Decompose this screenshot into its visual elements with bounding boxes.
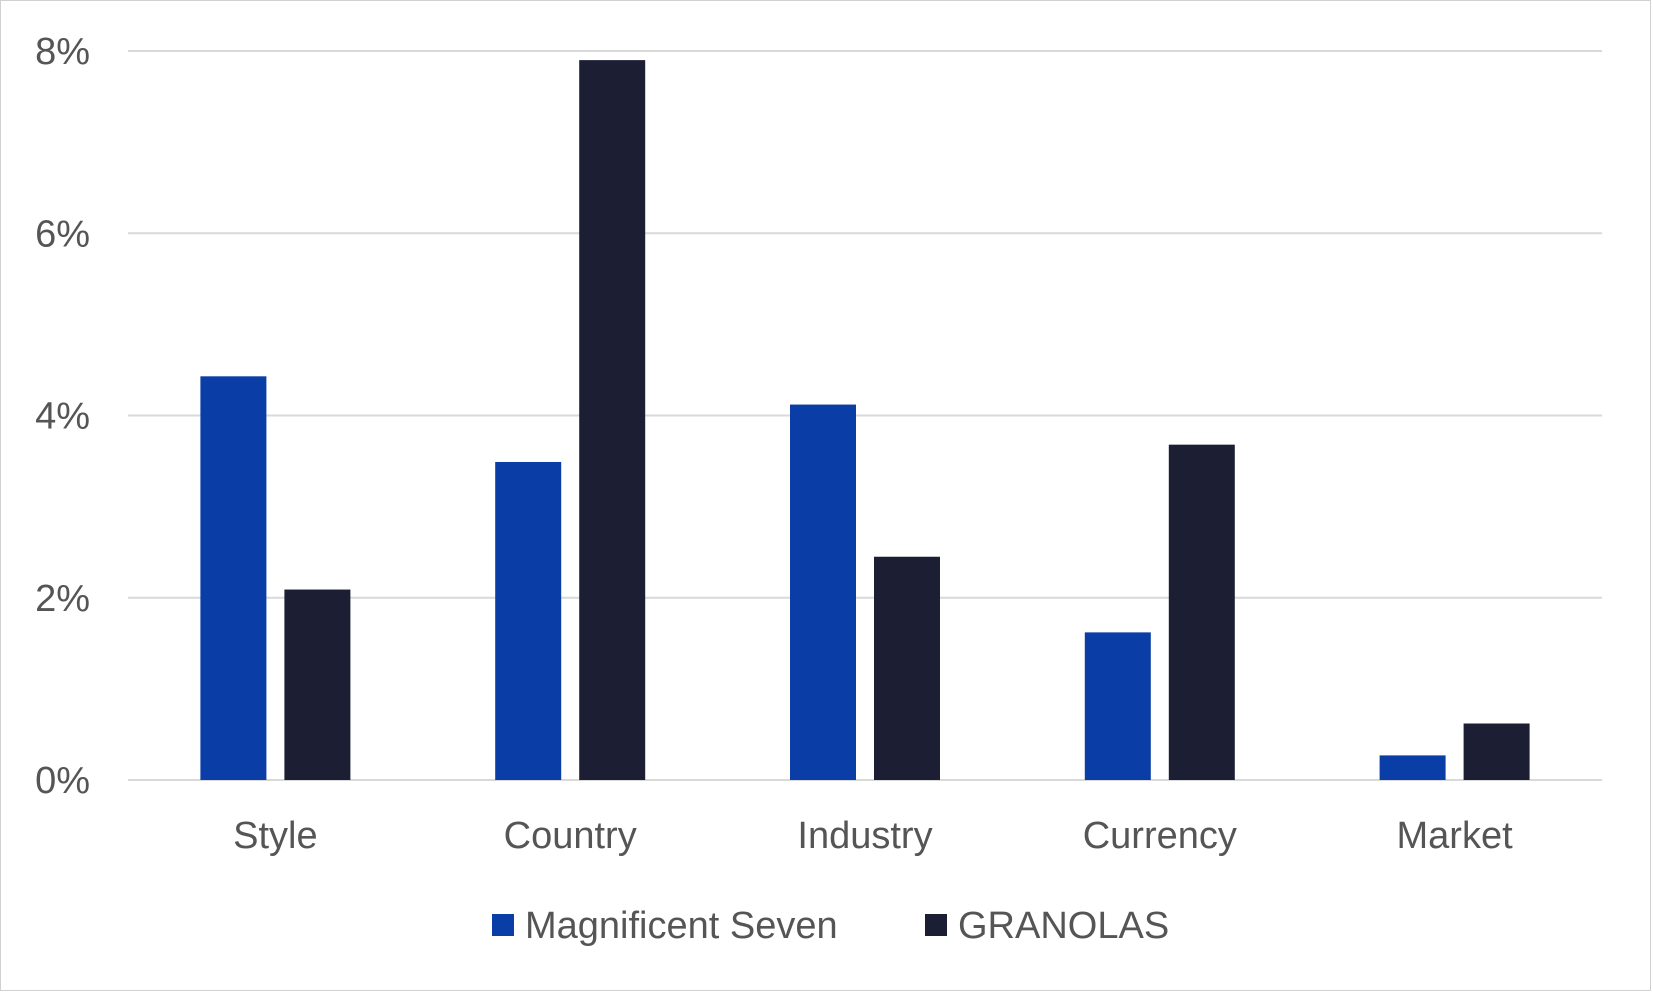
legend: Magnificent Seven GRANOLAS xyxy=(492,905,1169,947)
y-tick-label: 6% xyxy=(35,213,90,255)
bar-style-magnificent-seven xyxy=(200,376,267,780)
bar-country-granolas xyxy=(579,60,646,781)
x-axis-categories: Style Country Industry Currency Market xyxy=(233,815,1513,857)
legend-label: Magnificent Seven xyxy=(525,905,838,947)
x-category-label: Industry xyxy=(797,815,932,857)
bar-market-granolas xyxy=(1463,723,1530,780)
legend-label: GRANOLAS xyxy=(958,905,1169,947)
x-category-label: Style xyxy=(233,815,317,857)
bar-market-magnificent-seven xyxy=(1379,755,1446,780)
y-axis-ticks: 0% 2% 4% 6% 8% xyxy=(35,31,90,802)
bar-style-granolas xyxy=(284,589,351,780)
bar-industry-magnificent-seven xyxy=(790,404,856,780)
bar-country-magnificent-seven xyxy=(495,461,562,780)
x-category-label: Market xyxy=(1397,815,1514,857)
y-tick-label: 8% xyxy=(35,31,90,73)
bar-industry-granolas xyxy=(874,556,940,780)
x-category-label: Country xyxy=(504,815,637,857)
gridlines xyxy=(128,50,1602,781)
legend-swatch xyxy=(492,914,514,936)
y-tick-label: 0% xyxy=(35,760,90,802)
y-tick-label: 2% xyxy=(35,578,90,620)
x-category-label: Currency xyxy=(1083,815,1237,857)
y-tick-label: 4% xyxy=(35,396,90,438)
bars xyxy=(200,60,1530,781)
legend-swatch xyxy=(925,914,947,936)
bar-currency-granolas xyxy=(1168,444,1235,780)
bar-currency-magnificent-seven xyxy=(1084,632,1151,780)
